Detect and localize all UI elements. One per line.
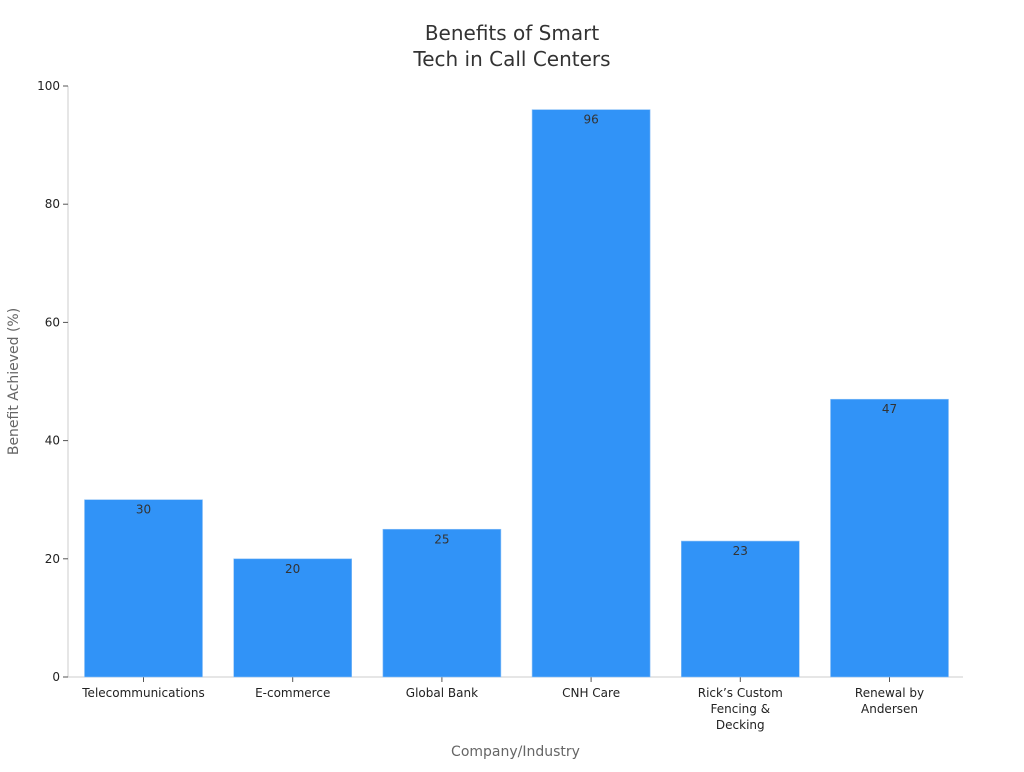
x-tick-label: Andersen bbox=[861, 702, 918, 716]
bar-value-label: 30 bbox=[136, 503, 151, 517]
bar bbox=[382, 528, 502, 678]
chart-title-line: Tech in Call Centers bbox=[412, 47, 610, 71]
y-axis: 0 20 40 60 80 100 bbox=[37, 79, 69, 684]
bar bbox=[233, 558, 352, 678]
bar bbox=[84, 499, 203, 678]
bar-value-label: 23 bbox=[733, 544, 748, 558]
chart-title-line: Benefits of Smart bbox=[425, 21, 600, 45]
y-tick-label: 0 bbox=[52, 670, 60, 684]
x-tick-label: E-commerce bbox=[255, 686, 330, 700]
x-tick-label: Fencing & bbox=[711, 702, 771, 716]
bar bbox=[531, 109, 651, 678]
y-tick-label: 100 bbox=[37, 79, 60, 93]
x-tick-label: Telecommunications bbox=[81, 686, 204, 700]
x-tick-label: Decking bbox=[716, 718, 765, 732]
bar-value-label: 96 bbox=[583, 113, 598, 127]
x-axis-label: Company/Industry bbox=[451, 744, 580, 760]
bar bbox=[680, 540, 800, 678]
y-tick-label: 20 bbox=[45, 552, 60, 566]
x-tick-label: Rick’s Custom bbox=[698, 686, 783, 700]
bar-value-label: 20 bbox=[285, 562, 300, 576]
y-tick-label: 40 bbox=[45, 434, 60, 448]
x-axis: Telecommunications E-commerce Global Bank C… bbox=[68, 676, 963, 732]
bars bbox=[84, 109, 949, 678]
x-tick-label: Renewal by bbox=[855, 686, 924, 700]
bar-value-label: 25 bbox=[434, 532, 449, 546]
x-tick-label: CNH Care bbox=[562, 686, 620, 700]
y-tick-label: 60 bbox=[45, 315, 60, 329]
x-tick-label: Global Bank bbox=[406, 686, 478, 700]
bar-value-label: 47 bbox=[882, 402, 897, 416]
bar bbox=[830, 398, 949, 678]
y-tick-label: 80 bbox=[45, 197, 60, 211]
bar-value-labels: 30 20 25 96 23 47 bbox=[136, 113, 897, 576]
y-axis-label: Benefit Achieved (%) bbox=[6, 308, 22, 455]
